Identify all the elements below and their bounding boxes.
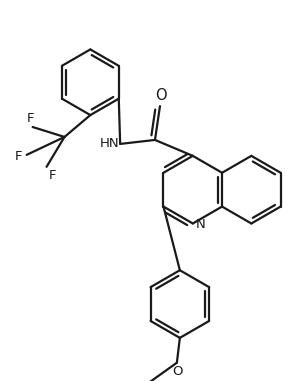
Text: O: O <box>173 365 183 378</box>
Text: N: N <box>196 218 206 231</box>
Text: F: F <box>15 151 23 163</box>
Text: F: F <box>27 112 34 125</box>
Text: O: O <box>155 88 167 103</box>
Text: F: F <box>49 169 56 182</box>
Text: HN: HN <box>99 138 119 151</box>
